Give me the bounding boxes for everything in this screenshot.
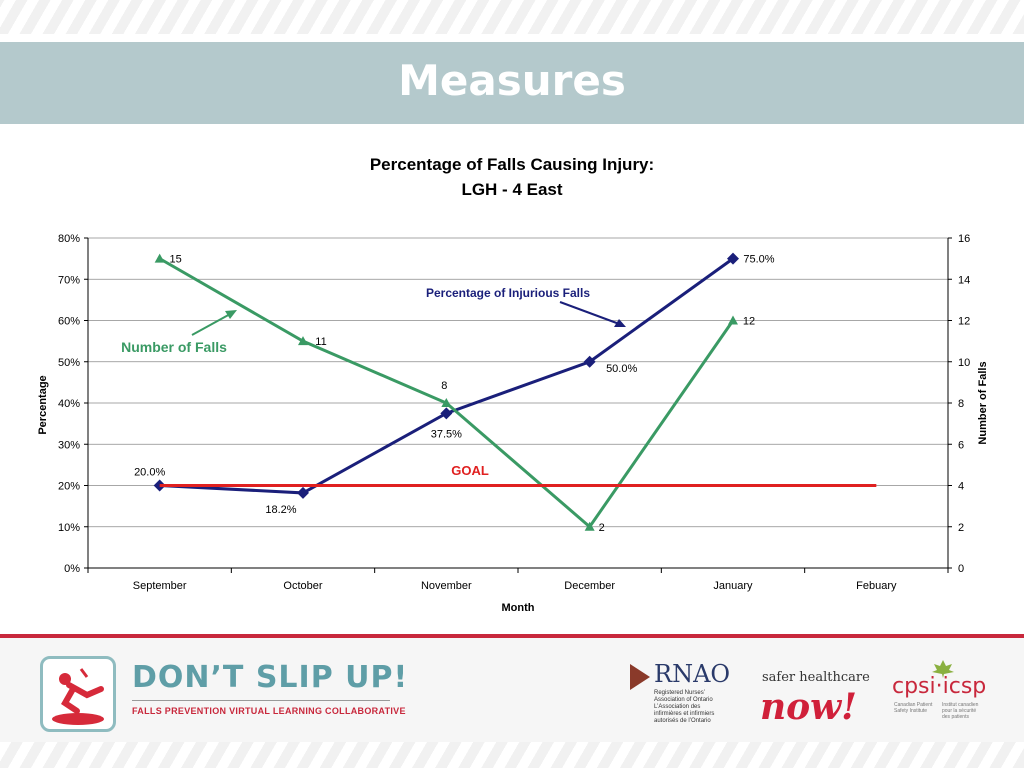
y-axis-label: Percentage [37,375,49,434]
brand-title: DON’T SLIP UP! [132,660,409,695]
percentage-point [583,355,596,368]
percentage-point [297,486,309,499]
chart-subtitle: LGH - 4 East [461,180,562,199]
top-stripe-band [0,0,1024,34]
falls-point [441,398,452,407]
y-tick-label: 50% [58,357,80,369]
y-tick-label: 70% [58,274,80,286]
rnao-line-3: L’Association des [654,704,701,710]
falls-point [584,521,595,531]
safer-healthcare-now-logo: safer healthcare now! [760,664,880,734]
shn-now: now! [760,686,857,728]
annotation-number-of-falls: Number of Falls [121,339,227,355]
rnao-arrow-icon [630,664,650,690]
brand-subtitle: FALLS PREVENTION VIRTUAL LEARNING COLLAB… [132,706,406,716]
y-tick-label: 40% [58,398,80,410]
percentage-data-label: 20.0% [134,467,165,479]
cpsi-name: cpsi·icsp [892,674,987,699]
percentage-point [440,407,453,420]
y-tick-label: 60% [58,316,80,328]
y2-tick-label: 8 [958,398,964,410]
y2-tick-label: 14 [958,274,970,286]
x-axis-label: Month [502,602,535,614]
y-tick-label: 20% [58,481,80,493]
percentage-data-label: 50.0% [606,363,637,375]
y-tick-label: 80% [58,233,80,245]
percentage-data-label: 75.0% [743,254,774,266]
axes: 0% 10% 20% 30% 40% 50% 60% 70% 80% 0 2 4 6 8 10 12 14 16 S… [58,233,970,592]
percentage-point [727,252,739,265]
falls-data-label: 2 [599,522,605,534]
chart-title: Percentage of Falls Causing Injury: [370,155,654,174]
series-layer [153,252,877,531]
rnao-line-5: autorisés de l’Ontario [654,718,711,724]
brand-rule [132,700,390,701]
falls-point [154,253,165,263]
slide-title: Measures [398,56,626,105]
shn-tagline: safer healthcare [762,670,870,685]
x-tick-label: November [421,580,472,592]
x-tick-label: October [283,580,322,592]
percentage-data-label: 37.5% [431,428,462,440]
y2-tick-label: 2 [958,522,964,534]
y-tick-label: 0% [64,563,80,575]
x-tick-label: January [713,580,753,592]
y2-tick-label: 12 [958,316,970,328]
maple-leaf-icon [932,660,954,678]
percentage-data-label: 18.2% [265,504,296,516]
rnao-line-4: infirmières et infirmiers [654,711,715,717]
cpsi-french: Institut canadien pour la sécurité des p… [942,702,979,720]
y2-tick-label: 10 [958,357,970,369]
cpsi-english: Canadian Patient Safety Institute [894,702,933,714]
falls-point [728,315,738,325]
footer: DON’T SLIP UP! FALLS PREVENTION VIRTUAL … [0,638,1024,742]
falls-data-label: 8 [441,380,447,392]
header-bar [0,42,1024,124]
annotation-percentage-arrowhead [614,319,626,327]
rnao-line-2: Association of Ontario [654,697,713,703]
grid [88,237,948,528]
bottom-stripe-band [0,742,1024,768]
y2-axis-label: Number of Falls [977,361,989,444]
falls-data-label: 11 [315,336,326,348]
rnao-name: RNAO [654,660,731,688]
falls-data-label: 12 [743,316,755,328]
annotation-goal: GOAL [451,463,489,478]
slip-logo-icon [40,656,116,732]
rnao-line-1: Registered Nurses’ [654,690,706,696]
rnao-logo: RNAO Registered Nurses’ Association of O… [630,658,742,738]
annotation-percentage-arrow [559,301,623,326]
x-tick-label: December [564,580,615,592]
y2-tick-label: 16 [958,233,970,245]
y2-tick-label: 4 [958,481,964,493]
falls-point [298,336,308,346]
y2-tick-label: 6 [958,439,964,451]
annotation-falls-arrow [191,312,233,336]
footer-divider [0,634,1024,638]
cpsi-logo: cpsi·icsp Canadian Patient Safety Instit… [892,660,992,740]
y2-tick-label: 0 [958,563,964,575]
y-tick-label: 30% [58,439,80,451]
data-labels: 20.0% 18.2% 37.5% 50.0% 75.0% 15 11 8 2 12 [134,254,775,534]
annotation-percentage: Percentage of Injurious Falls [426,286,590,300]
annotation-falls-arrowhead [225,310,237,319]
x-tick-label: September [133,580,187,592]
y-tick-label: 10% [58,522,80,534]
x-tick-label: Febuary [856,580,897,592]
falls-chart: Percentage of Falls Causing Injury: LGH … [37,155,989,614]
falls-data-label: 15 [170,254,182,266]
